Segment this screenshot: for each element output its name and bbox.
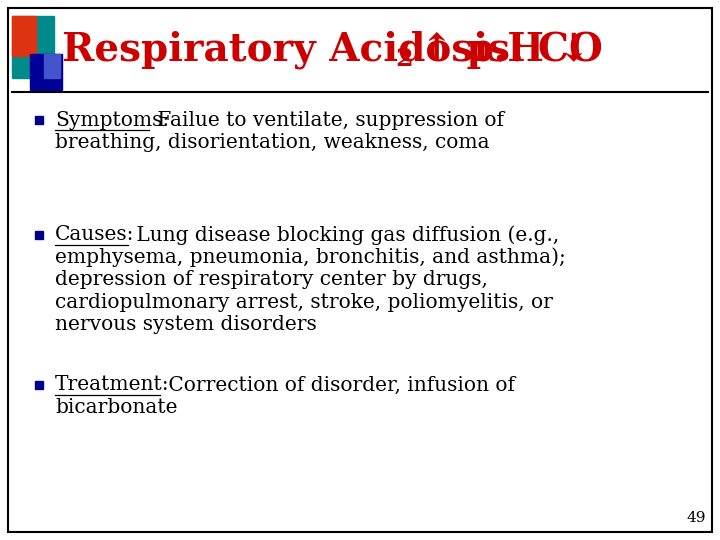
Text: emphysema, pneumonia, bronchitis, and asthma);: emphysema, pneumonia, bronchitis, and as…	[55, 248, 566, 267]
Text: 2: 2	[395, 47, 413, 71]
Text: breathing, disorientation, weakness, coma: breathing, disorientation, weakness, com…	[55, 133, 490, 152]
Text: ↑ p.H ↓: ↑ p.H ↓	[407, 31, 590, 69]
Text: Treatment:: Treatment:	[55, 375, 170, 395]
Text: cardiopulmonary arrest, stroke, poliomyelitis, or: cardiopulmonary arrest, stroke, poliomye…	[55, 293, 553, 312]
Text: bicarbonate: bicarbonate	[55, 398, 178, 417]
Text: Correction of disorder, infusion of: Correction of disorder, infusion of	[162, 375, 515, 395]
Text: Respiratory Acidosis: CO: Respiratory Acidosis: CO	[62, 31, 603, 69]
Text: 49: 49	[686, 511, 706, 525]
Bar	[30, 54, 62, 90]
FancyBboxPatch shape	[8, 8, 712, 532]
Text: Causes:: Causes:	[55, 226, 135, 245]
Bar	[35, 381, 43, 389]
Bar	[35, 116, 43, 124]
Text: nervous system disorders: nervous system disorders	[55, 315, 317, 334]
Text: Lung disease blocking gas diffusion (e.g.,: Lung disease blocking gas diffusion (e.g…	[130, 225, 559, 245]
Text: depression of respiratory center by drugs,: depression of respiratory center by drug…	[55, 271, 488, 289]
Bar	[12, 16, 36, 56]
Text: Symptoms:: Symptoms:	[55, 111, 169, 130]
Bar	[12, 16, 54, 78]
Bar	[44, 54, 60, 78]
Text: Failue to ventilate, suppression of: Failue to ventilate, suppression of	[151, 111, 504, 130]
Bar	[35, 231, 43, 239]
